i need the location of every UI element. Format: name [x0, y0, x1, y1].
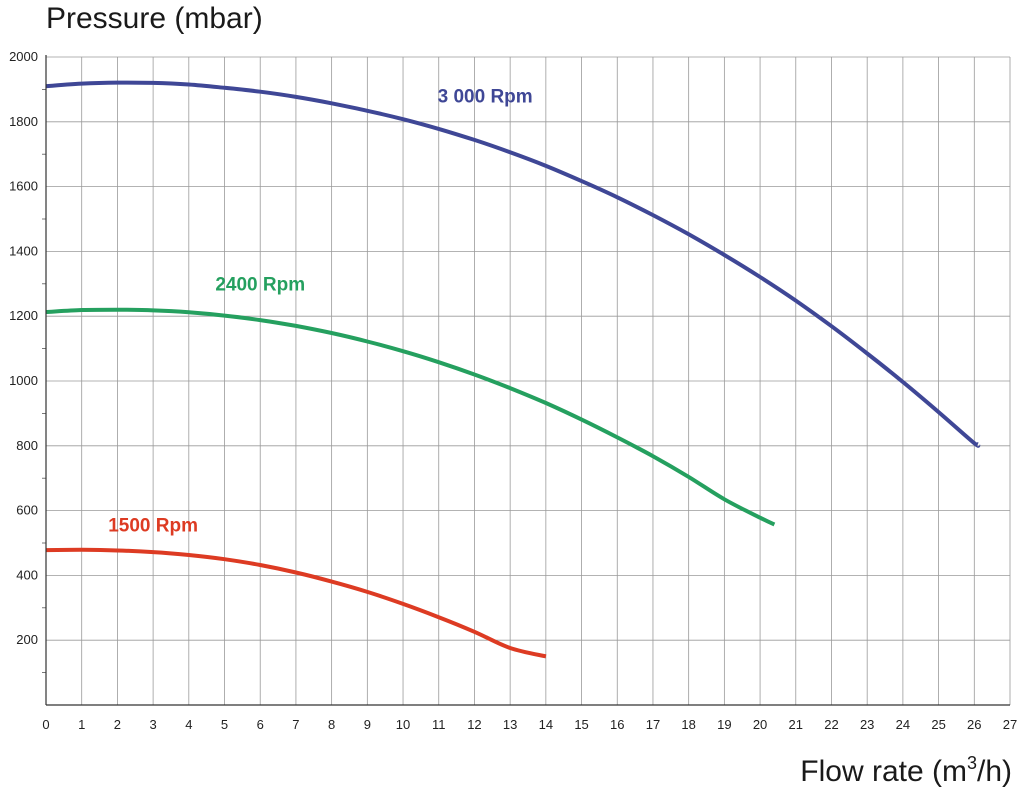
series-label-1: 2400 Rpm	[215, 274, 305, 295]
series-lines	[45, 80, 981, 659]
x-tick-label: 21	[789, 717, 803, 732]
x-tick-label: 12	[467, 717, 481, 732]
x-tick-label: 20	[753, 717, 767, 732]
x-tick-label: 13	[503, 717, 517, 732]
x-tick-label: 23	[860, 717, 874, 732]
y-tick-label: 1800	[9, 114, 38, 129]
y-tick-label: 1400	[9, 243, 38, 258]
x-tick-label: 26	[967, 717, 981, 732]
x-tick-label: 9	[364, 717, 371, 732]
series-line-0	[45, 80, 981, 448]
x-tick-label: 25	[931, 717, 945, 732]
x-tick-label: 19	[717, 717, 731, 732]
y-tick-label: 1600	[9, 179, 38, 194]
x-tick-label: 2	[114, 717, 121, 732]
x-axis-title-sup: 3	[967, 753, 977, 773]
y-tick-label: 1200	[9, 308, 38, 323]
x-tick-label: 24	[896, 717, 910, 732]
x-tick-label: 16	[610, 717, 624, 732]
x-axis-title-base: Flow rate (m	[800, 755, 967, 788]
x-tick-label: 7	[292, 717, 299, 732]
y-tick-label: 600	[16, 503, 38, 518]
tick-labels: 0 1 2 3 4 5 6 7 8 9 10 11 12 13 14 15 16 17 18 19 20 21 22 23 24…	[9, 49, 1017, 732]
x-tick-label: 5	[221, 717, 228, 732]
y-tick-label: 400	[16, 567, 38, 582]
x-tick-label: 3	[149, 717, 156, 732]
x-tick-label: 4	[185, 717, 192, 732]
series-line-2	[45, 547, 547, 659]
y-tick-label: 2000	[9, 49, 38, 64]
x-tick-label: 27	[1003, 717, 1017, 732]
x-tick-label: 14	[539, 717, 553, 732]
x-tick-label: 1	[78, 717, 85, 732]
series-line-1	[45, 307, 776, 527]
y-tick-label: 1000	[9, 373, 38, 388]
x-tick-label: 8	[328, 717, 335, 732]
x-axis-title: Flow rate (m3/h)	[800, 753, 1012, 788]
x-tick-label: 11	[432, 717, 446, 732]
x-tick-label: 6	[257, 717, 264, 732]
y-tick-label: 200	[16, 632, 38, 647]
y-axis-title: Pressure (mbar)	[46, 2, 263, 35]
grid	[46, 56, 1011, 705]
series-label-2: 1500 Rpm	[108, 516, 198, 537]
x-tick-label: 10	[396, 717, 410, 732]
y-tick-label: 800	[16, 438, 38, 453]
series-label-0: 3 000 Rpm	[438, 86, 533, 107]
series-labels: 3 000 Rpm 2400 Rpm 1500 Rpm	[108, 86, 532, 536]
x-axis-title-end: /h)	[977, 755, 1012, 788]
x-tick-label: 0	[42, 717, 49, 732]
axes	[42, 55, 1010, 706]
x-tick-label: 18	[681, 717, 695, 732]
x-tick-label: 22	[824, 717, 838, 732]
x-tick-label: 17	[646, 717, 660, 732]
x-tick-label: 15	[574, 717, 588, 732]
